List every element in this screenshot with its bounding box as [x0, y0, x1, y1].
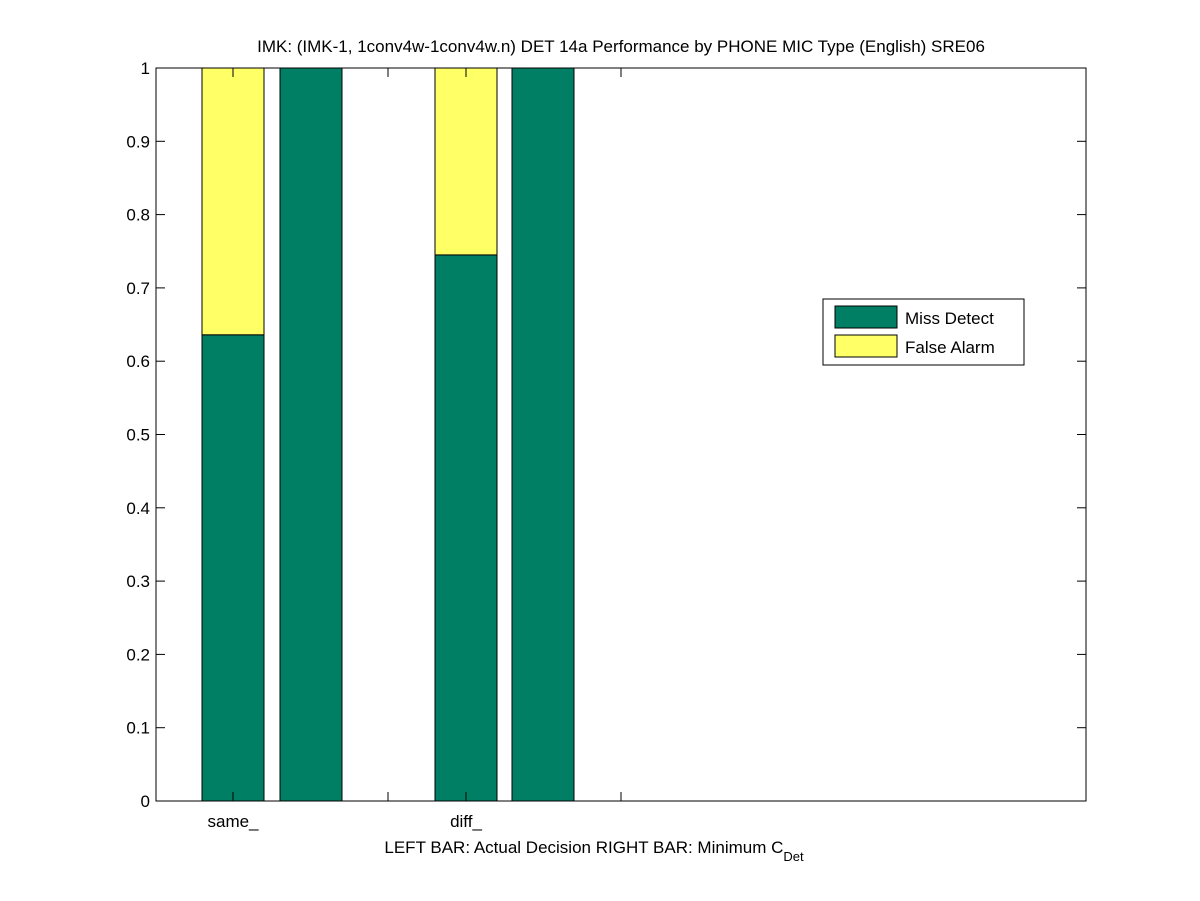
legend-swatch-false-alarm: [834, 334, 898, 358]
legend-label-miss-detect: Miss Detect: [905, 309, 994, 328]
bar-miss-detect-4: [511, 67, 575, 802]
y-tick-label: 0.5: [126, 426, 150, 445]
x-axis-label: LEFT BAR: Actual Decision RIGHT BAR: Min…: [384, 838, 804, 864]
x-category-label: same_: [207, 812, 259, 831]
y-tick-label: 1: [141, 59, 150, 78]
y-tick-label: 0.4: [126, 499, 150, 518]
y-tick-label: 0.6: [126, 352, 150, 371]
bar-miss-detect-3: [434, 254, 498, 802]
bar-miss-detect-1: [201, 334, 265, 802]
x-category-label: diff_: [450, 812, 482, 831]
y-tick-label: 0.3: [126, 572, 150, 591]
legend-label-false-alarm: False Alarm: [905, 338, 995, 357]
y-tick-label: 0.2: [126, 645, 150, 664]
chart-title: IMK: (IMK-1, 1conv4w-1conv4w.n) DET 14a …: [257, 37, 985, 56]
y-tick-label: 0: [141, 792, 150, 811]
bar-false-alarm-1: [201, 67, 265, 336]
x-axis-label-main: LEFT BAR: Actual Decision RIGHT BAR: Min…: [384, 838, 783, 857]
plot-frame: [155, 67, 1087, 802]
y-tick-label: 0.8: [126, 206, 150, 225]
y-tick-label: 0.7: [126, 279, 150, 298]
legend-swatch-miss-detect: [834, 305, 898, 329]
y-tick-label: 0.9: [126, 132, 150, 151]
ticks-group: 0 0.1 0.2 0.3 0.4 0.5 0.6 0.7 0.8 0.9 1 same_ diff_: [126, 59, 1086, 831]
legend: Miss Detect False Alarm: [822, 298, 1025, 366]
bar-false-alarm-3: [434, 67, 498, 256]
bars-group: [201, 67, 575, 802]
x-axis-label-subscript: Det: [783, 849, 804, 864]
y-tick-label: 0.1: [126, 719, 150, 738]
bar-miss-detect-2: [279, 67, 343, 802]
